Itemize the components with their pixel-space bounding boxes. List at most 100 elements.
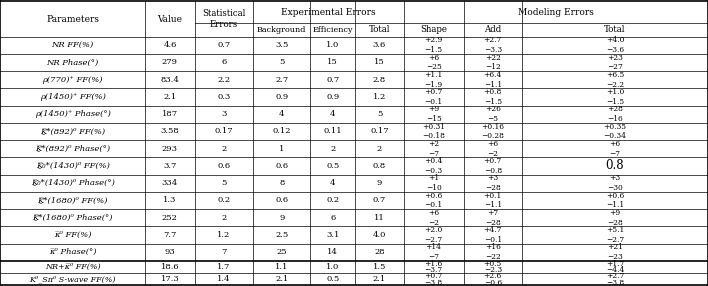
Text: 1.2: 1.2: [217, 231, 231, 239]
Text: −15: −15: [426, 115, 442, 123]
Text: 0.3: 0.3: [217, 93, 231, 101]
Text: ρ(770)⁺ FF(%): ρ(770)⁺ FF(%): [42, 76, 103, 84]
Text: −7: −7: [428, 150, 439, 158]
Text: 1.2: 1.2: [373, 93, 386, 101]
Text: 0.11: 0.11: [324, 128, 342, 136]
Text: −1.5: −1.5: [425, 46, 442, 54]
Text: +2.6: +2.6: [484, 272, 502, 280]
Text: 3: 3: [222, 110, 227, 118]
Text: κ̅⁰ FF(%): κ̅⁰ FF(%): [54, 231, 91, 239]
Text: −22: −22: [485, 253, 501, 261]
Text: −0.28: −0.28: [481, 132, 504, 140]
Text: Ḵ̅*(892)⁰ Phase(°): Ḵ̅*(892)⁰ Phase(°): [35, 145, 110, 153]
Text: −0.18: −0.18: [422, 132, 445, 140]
Text: 0.6: 0.6: [275, 196, 288, 204]
Text: 0.7: 0.7: [373, 196, 386, 204]
Text: +6.4: +6.4: [484, 71, 502, 79]
Text: 15: 15: [374, 58, 385, 66]
Text: 2: 2: [330, 145, 336, 153]
Text: +9: +9: [428, 106, 439, 113]
Text: NR Phase(°): NR Phase(°): [47, 58, 98, 66]
Text: +0.7: +0.7: [425, 88, 442, 96]
Text: −1.5: −1.5: [606, 98, 624, 106]
Text: −2.7: −2.7: [606, 236, 624, 244]
Text: −0.6: −0.6: [484, 279, 502, 286]
Text: 1.3: 1.3: [164, 196, 176, 204]
Text: +1.6: +1.6: [425, 259, 442, 267]
Text: 2.1: 2.1: [373, 275, 386, 283]
Text: NR FF(%): NR FF(%): [52, 41, 93, 49]
Text: Background: Background: [257, 26, 307, 34]
Text: 5: 5: [222, 179, 227, 187]
Text: Total: Total: [604, 25, 626, 34]
Text: −1.5: −1.5: [484, 98, 502, 106]
Text: −28: −28: [607, 219, 623, 227]
Text: +4.7: +4.7: [484, 226, 502, 234]
Text: 4: 4: [330, 179, 336, 187]
Text: 6: 6: [222, 58, 227, 66]
Text: 0.17: 0.17: [370, 128, 389, 136]
Text: +2.7: +2.7: [606, 272, 624, 280]
Text: +0.5: +0.5: [484, 259, 502, 267]
Text: 0.6: 0.6: [275, 162, 288, 170]
Text: −23: −23: [607, 253, 623, 261]
Text: −4.4: −4.4: [606, 267, 624, 275]
Text: +6: +6: [487, 140, 498, 148]
Text: +1: +1: [428, 174, 439, 182]
Text: +14: +14: [426, 243, 442, 251]
Text: −0.8: −0.8: [484, 167, 502, 175]
Text: −0.34: −0.34: [603, 132, 627, 140]
Text: +0.4: +0.4: [425, 157, 442, 165]
Text: +1.1: +1.1: [425, 71, 442, 79]
Text: +2: +2: [428, 140, 439, 148]
Text: +2.0: +2.0: [425, 226, 442, 234]
Text: 9: 9: [279, 214, 285, 222]
Text: −30: −30: [607, 184, 623, 192]
Text: −7: −7: [428, 253, 439, 261]
Text: +23: +23: [607, 54, 623, 62]
Text: 14: 14: [327, 248, 338, 256]
Text: Ḵ̅*(892)⁰ FF(%): Ḵ̅*(892)⁰ FF(%): [40, 128, 105, 136]
Text: 4: 4: [330, 110, 336, 118]
Text: Ḵ̅*(1680)⁰ Phase(°): Ḵ̅*(1680)⁰ Phase(°): [33, 214, 113, 222]
Text: −5: −5: [487, 115, 498, 123]
Text: 0.5: 0.5: [326, 162, 339, 170]
Text: 1.7: 1.7: [217, 263, 231, 271]
Text: 3.1: 3.1: [326, 231, 339, 239]
Text: 15: 15: [327, 58, 338, 66]
Text: 0.2: 0.2: [217, 196, 231, 204]
Text: 2.1: 2.1: [164, 93, 176, 101]
Text: +9: +9: [610, 209, 620, 217]
Text: 252: 252: [162, 214, 178, 222]
Text: −2: −2: [487, 150, 498, 158]
Text: Parameters: Parameters: [46, 15, 99, 23]
Text: −28: −28: [485, 184, 501, 192]
Text: −2: −2: [428, 219, 439, 227]
Text: 0.2: 0.2: [326, 196, 339, 204]
Text: +28: +28: [607, 106, 623, 113]
Text: +0.1: +0.1: [484, 192, 502, 200]
Text: 2: 2: [222, 214, 227, 222]
Text: 0.5: 0.5: [326, 275, 339, 283]
Text: 93: 93: [164, 248, 176, 256]
Text: 187: 187: [162, 110, 178, 118]
Text: 1.5: 1.5: [373, 263, 386, 271]
Text: −1.1: −1.1: [484, 81, 502, 89]
Text: 1: 1: [279, 145, 285, 153]
Text: +16: +16: [485, 243, 501, 251]
Text: 6: 6: [330, 214, 336, 222]
Text: +22: +22: [485, 54, 501, 62]
Text: +0.31: +0.31: [422, 123, 445, 131]
Text: 1.0: 1.0: [326, 263, 339, 271]
Text: +3: +3: [610, 174, 620, 182]
Text: −1.1: −1.1: [484, 201, 502, 209]
Text: 0.9: 0.9: [275, 93, 288, 101]
Text: 17.3: 17.3: [161, 275, 179, 283]
Text: −3.7: −3.7: [425, 267, 442, 275]
Text: −1.1: −1.1: [606, 201, 624, 209]
Text: NR+κ̅⁰ FF(%): NR+κ̅⁰ FF(%): [45, 263, 101, 271]
Text: 2: 2: [377, 145, 382, 153]
Text: 0.8: 0.8: [373, 162, 386, 170]
Text: −12: −12: [485, 63, 501, 71]
Text: +1.0: +1.0: [606, 88, 624, 96]
